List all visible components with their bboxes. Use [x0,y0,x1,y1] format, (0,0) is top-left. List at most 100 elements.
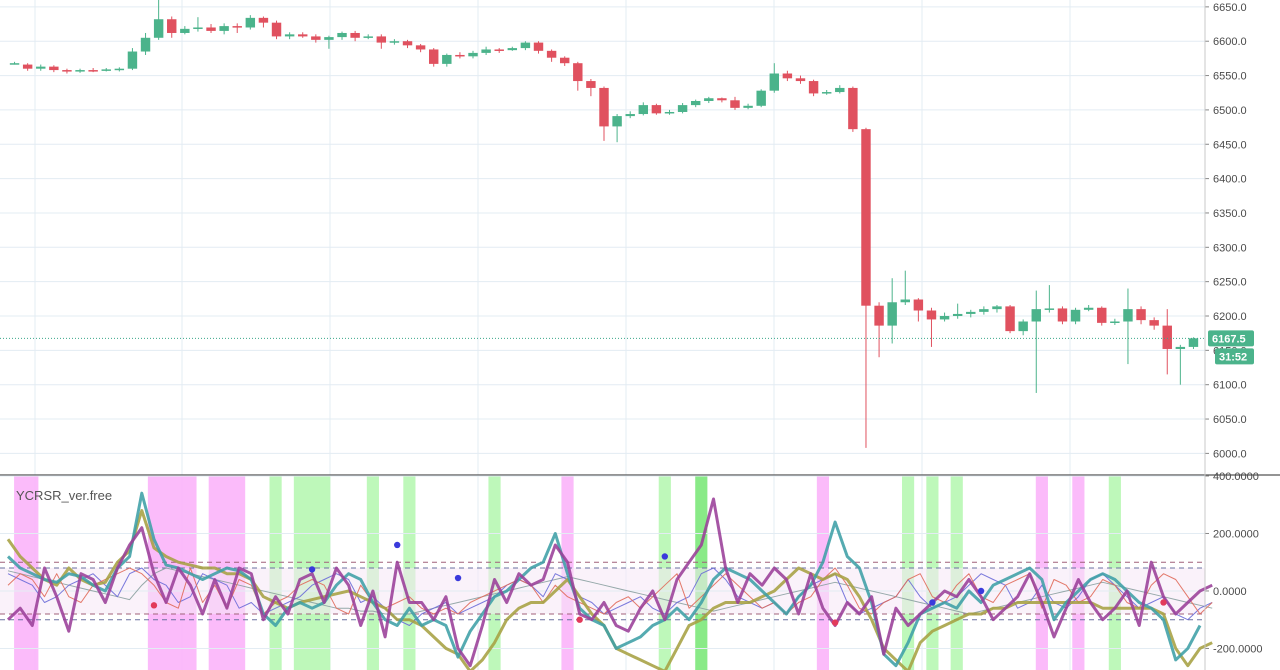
candle-body [612,116,622,127]
candle-body [992,306,1002,310]
candle-down [1162,309,1172,375]
candle-body [887,302,897,326]
price-axis[interactable]: 6650.0 6600.0 6550.0 6500.0 6450.0 6400.0 6350… [1205,2,1247,461]
candle-body [939,316,950,320]
candle-body [455,54,465,57]
candle-down [861,127,871,448]
candle-body [193,27,203,29]
signal-dot [454,574,462,582]
candle-down [795,75,806,84]
indicator-tick-label: 0.0000 [1213,586,1247,598]
candle-body [232,26,242,28]
candle-up [481,46,491,55]
candle-up [284,32,295,40]
price-tick-label: 6000.0 [1213,448,1247,460]
candle-up [75,68,85,73]
signal-dot [150,602,158,609]
candle-up [363,34,373,40]
candle-up [821,89,832,95]
candle-up [101,68,111,72]
price-tick-label: 6100.0 [1213,380,1247,392]
candle-down [62,68,72,74]
candle-down [717,97,727,103]
candle-body [1110,321,1120,323]
candle-up [1018,319,1028,336]
signal-dot [977,587,985,595]
indicator-title[interactable]: YCRSR_ver.free [16,488,112,503]
candle-up [180,26,190,35]
candle-body [664,111,675,114]
candle-body [167,19,177,33]
candle-body [442,54,452,64]
signal-dot [394,541,401,549]
candle-up [664,109,675,115]
candle-body [245,17,256,28]
candle-body [1175,346,1186,349]
candle-down [559,56,570,66]
price-grid [0,0,1205,670]
candle-body [677,105,688,112]
candle-body [599,87,609,127]
candle-body [559,57,570,64]
signal-dot [661,553,669,560]
candle-body [180,28,190,33]
candle-up [625,111,635,119]
candle-up [140,32,151,55]
candle-body [769,73,780,91]
candle-body [1005,306,1015,332]
candle-body [1083,307,1094,310]
indicator-markers [150,541,1167,626]
candle-body [1031,309,1041,322]
candle-down [926,307,937,347]
candle-up [1188,337,1199,349]
candle-body [717,98,727,101]
candle-body [114,68,125,71]
candle-body [690,100,701,106]
countdown-tag [1215,348,1254,365]
candle-body [140,37,151,52]
candle-up [1175,344,1186,385]
candle-down [782,70,793,82]
candle-down [350,30,360,42]
candle-body [271,22,282,37]
signal-dot [1160,599,1167,606]
candle-body [1136,309,1146,321]
indicator-tick-label: 200.0000 [1213,528,1259,540]
candle-body [1044,308,1055,310]
candle-down [1057,306,1068,325]
candle-up [245,15,256,30]
indicator-axis[interactable]: 400.0000 200.0000 0.0000 -200.0000 [1205,471,1263,655]
candle-body [88,70,98,72]
candle-body [952,313,963,316]
countdown-label: 31:52 [1219,351,1247,363]
candle-down [206,24,216,33]
candle-up [520,41,531,51]
candle-up [1083,305,1094,312]
candle-down [1097,306,1107,326]
candle-down [730,96,740,110]
candle-body [284,34,295,37]
series-line-purple [6,497,1213,668]
candle-down [298,32,308,38]
candle-body [743,105,753,108]
candle-down [599,86,609,141]
candle-body [62,70,72,72]
candle-body [22,64,33,69]
candle-body [1188,338,1199,347]
candle-up [756,89,766,108]
candle-down [376,34,387,49]
candle-up [507,46,518,51]
candle-body [573,63,583,82]
candle-body [704,98,714,101]
signal-dot [576,616,583,623]
candle-body [153,19,164,38]
candle-down [1149,317,1159,330]
candle-body [808,81,819,94]
signal-dot [929,599,936,606]
candle-body [337,32,347,38]
candle-body [468,52,478,57]
candle-body [651,105,662,114]
candle-body [533,42,544,51]
